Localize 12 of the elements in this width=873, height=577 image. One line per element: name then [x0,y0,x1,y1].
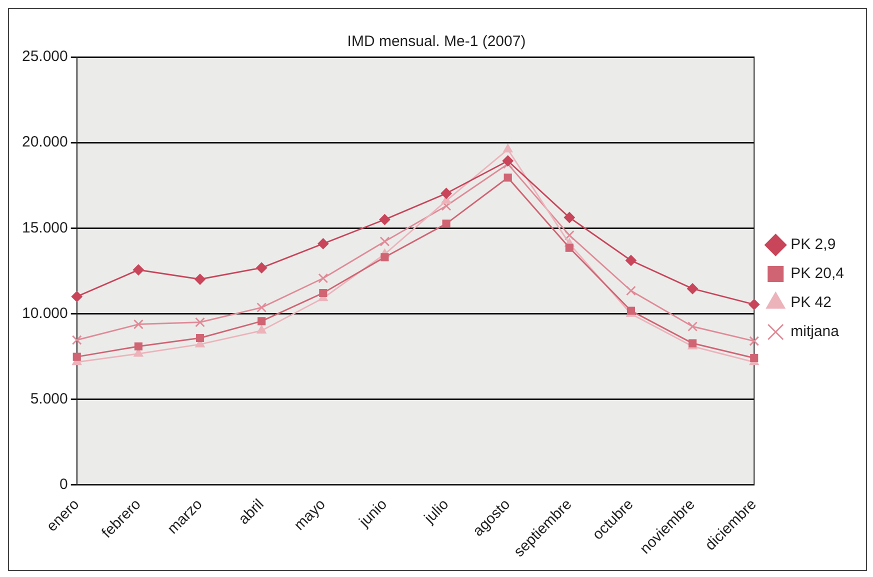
y-tick-label: 20.000 [22,134,68,151]
chart-title: IMD mensual. Me-1 (2007) [347,33,526,50]
legend-label: mitjana [790,323,840,340]
legend-label: PK 42 [790,294,832,312]
y-tick-label: 15.000 [22,219,68,236]
legend-label: PK 20,4 [790,265,844,282]
y-tick-label: 5.000 [30,390,68,408]
y-tick-label: 25.000 [22,48,68,66]
y-tick-label: 10.000 [22,304,68,322]
y-tick-label: 0 [60,476,68,493]
legend-label: PK 2,9 [790,236,836,254]
x-tick-label: julio [420,496,452,528]
